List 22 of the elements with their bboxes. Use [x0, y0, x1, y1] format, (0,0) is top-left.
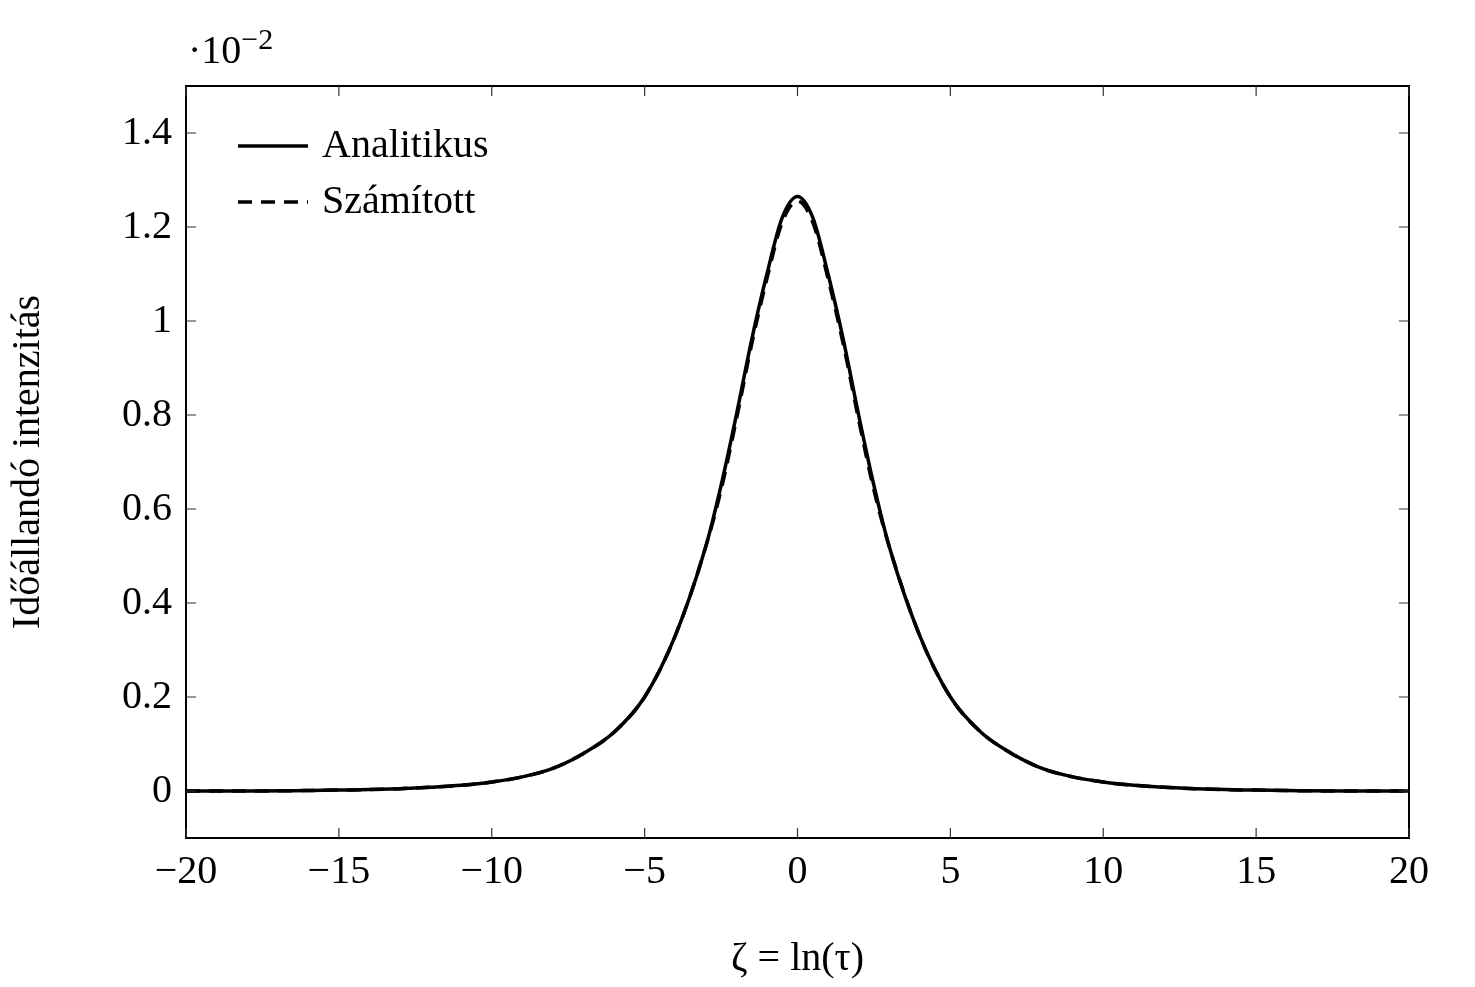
- y-tick-label: 1.2: [122, 201, 172, 247]
- x-tick-label: 10: [1083, 846, 1124, 892]
- y-tick-label: 1: [152, 295, 172, 341]
- x-tick-label: −5: [623, 846, 666, 892]
- x-tick-label: 0: [787, 846, 808, 892]
- x-tick-label: 20: [1389, 846, 1429, 892]
- x-tick-label: 5: [940, 846, 961, 892]
- x-axis-title: ζ = ln(τ): [731, 933, 864, 979]
- y-tick-label: 0.6: [122, 483, 172, 529]
- y-tick-label: 0.2: [122, 671, 172, 717]
- x-tick-label: 15: [1236, 846, 1277, 892]
- x-tick-label: −10: [460, 846, 524, 892]
- legend-label: Analitikus: [322, 120, 489, 166]
- legend-label: Számított: [322, 176, 476, 222]
- y-tick-label: 0.4: [122, 577, 172, 623]
- y-tick-label: 0: [152, 765, 172, 811]
- y-tick-label: 1.4: [122, 107, 172, 153]
- x-tick-label: −20: [154, 846, 218, 892]
- x-tick-label: −15: [307, 846, 371, 892]
- y-tick-label: 0.8: [122, 389, 172, 435]
- y-axis-title: Időállandó intenzitás: [2, 294, 48, 630]
- text: ·10$^{−2}$: [188, 22, 274, 74]
